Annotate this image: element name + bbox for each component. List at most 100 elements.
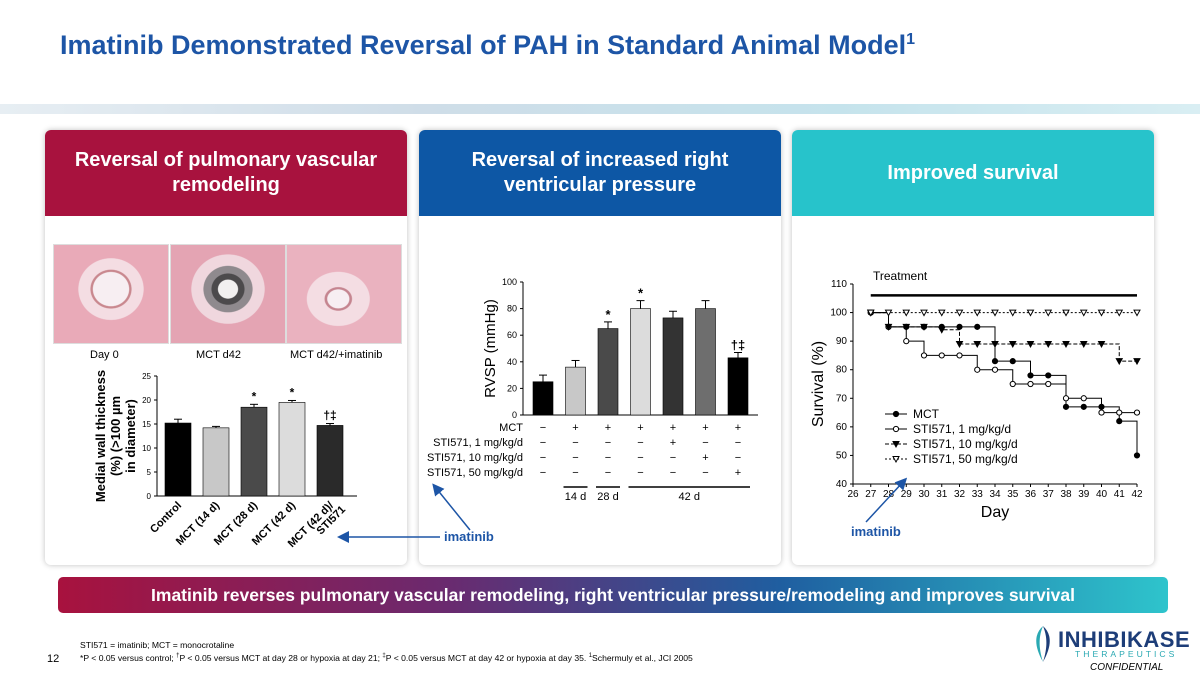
data-point xyxy=(884,323,893,331)
data-point xyxy=(1116,418,1123,425)
x-tick-label: 38 xyxy=(1060,489,1072,500)
treatment-mark: − xyxy=(605,437,611,449)
data-point xyxy=(903,338,910,345)
data-point xyxy=(974,323,981,330)
y-tick-label: 15 xyxy=(142,420,151,429)
y-tick-label: 90 xyxy=(836,336,848,347)
data-point xyxy=(1062,395,1070,402)
bar xyxy=(278,402,306,497)
data-point xyxy=(1009,358,1016,365)
data-point xyxy=(1045,380,1052,388)
summary-banner: Imatinib reverses pulmonary vascular rem… xyxy=(58,577,1168,613)
data-point xyxy=(1098,409,1105,416)
data-point xyxy=(1026,341,1035,349)
data-point xyxy=(1079,341,1088,349)
significance-marker: †‡ xyxy=(731,337,745,352)
x-tick-label: 37 xyxy=(1043,489,1055,500)
data-point xyxy=(955,341,964,349)
inhibikase-logo-icon xyxy=(1036,626,1050,662)
treatment-row-label: STI571, 50 mg/kg/d xyxy=(427,467,523,479)
y-axis-label: in diameter) xyxy=(123,399,138,473)
x-tick-label: 35 xyxy=(1007,489,1019,500)
data-point xyxy=(1045,372,1052,379)
bar xyxy=(164,422,192,497)
x-axis-label: Day xyxy=(981,504,1009,521)
logo-subtitle: THERAPEUTICS xyxy=(1075,649,1178,659)
legend-label: STI571, 50 mg/kg/d xyxy=(913,452,1018,466)
data-point xyxy=(1009,380,1016,388)
treatment-row-label: MCT xyxy=(499,422,523,434)
data-point xyxy=(1133,309,1141,317)
data-point xyxy=(1062,403,1070,410)
x-tick-label: 31 xyxy=(936,489,948,500)
data-point xyxy=(1026,309,1035,317)
page-title: Imatinib Demonstrated Reversal of PAH in… xyxy=(60,30,916,60)
y-axis-label: Medial wall thickness xyxy=(93,370,108,502)
data-point xyxy=(991,358,999,365)
y-tick-label: 110 xyxy=(831,279,847,290)
series-line xyxy=(870,312,1138,456)
treatment-mark: + xyxy=(735,467,741,479)
histology-image-day0 xyxy=(53,244,169,344)
panel-survival: Improved survival xyxy=(792,130,1154,565)
panel-rvsp: Reversal of increased right ventricular … xyxy=(419,130,781,565)
imatinib-label-rvsp: imatinib xyxy=(444,529,494,544)
bar xyxy=(662,317,684,416)
y-tick-label: 20 xyxy=(507,383,517,393)
treatment-mark: − xyxy=(540,437,546,449)
legend-marker xyxy=(892,425,900,433)
data-point xyxy=(902,309,911,317)
treatment-mark: − xyxy=(540,452,546,464)
data-point xyxy=(1079,309,1088,317)
data-point xyxy=(973,341,982,349)
treatment-row-label: STI571, 1 mg/kg/d xyxy=(433,437,523,449)
treatment-mark: + xyxy=(735,422,741,434)
data-point xyxy=(1008,341,1017,349)
x-tick-label: 42 xyxy=(1131,489,1143,500)
treatment-mark: + xyxy=(605,422,611,434)
data-point xyxy=(1027,380,1034,388)
y-tick-label: 60 xyxy=(836,422,848,433)
page-number: 12 xyxy=(47,653,60,665)
treatment-mark: − xyxy=(637,467,643,479)
treatment-mark: − xyxy=(605,452,611,464)
significance-marker: * xyxy=(252,389,257,403)
y-tick-label: 40 xyxy=(836,479,848,490)
data-point xyxy=(991,366,999,373)
medial-wall-thickness-chart: 0 5 10 15 20 25 Medial wall thickness (%) (>100… xyxy=(93,370,357,550)
treatment-mark: + xyxy=(572,422,578,434)
x-tick-label: 36 xyxy=(1025,489,1037,500)
treatment-label: Treatment xyxy=(873,269,928,283)
time-group-label: 28 d xyxy=(597,491,618,503)
data-point xyxy=(1062,309,1070,317)
y-tick-label: 50 xyxy=(836,450,848,461)
footnote-significance: *P < 0.05 versus control; †P < 0.05 vers… xyxy=(80,653,693,663)
treatment-mark: − xyxy=(670,467,676,479)
legend-label: MCT xyxy=(913,407,940,421)
legend-marker xyxy=(892,410,900,418)
micro-label-mct-d42: MCT d42 xyxy=(196,349,242,361)
micro-label-day0: Day 0 xyxy=(90,349,119,361)
y-tick-label: 20 xyxy=(142,396,151,405)
treatment-mark: + xyxy=(702,452,708,464)
y-tick-label: 10 xyxy=(142,444,151,453)
y-tick-label: 60 xyxy=(507,330,517,340)
panel-rvsp-header: Reversal of increased right ventricular … xyxy=(419,130,781,216)
confidential-label: CONFIDENTIAL xyxy=(1090,662,1164,673)
data-point xyxy=(1008,309,1017,317)
data-point xyxy=(1080,403,1087,410)
data-point xyxy=(1133,452,1141,459)
treatment-mark: − xyxy=(572,437,578,449)
imatinib-label-survival: imatinib xyxy=(851,524,901,539)
bar xyxy=(695,308,716,416)
data-point xyxy=(1115,309,1124,317)
arrow-to-survival-legend xyxy=(865,477,908,523)
series-line xyxy=(870,312,1137,362)
x-tick-label: 28 xyxy=(883,489,895,500)
histology-image-mct-d42 xyxy=(170,244,286,344)
data-point xyxy=(920,323,928,331)
legend-label: STI571, 10 mg/kg/d xyxy=(913,437,1018,451)
y-tick-label: 25 xyxy=(142,372,151,381)
time-group-label: 14 d xyxy=(565,491,586,503)
bar xyxy=(316,425,344,497)
